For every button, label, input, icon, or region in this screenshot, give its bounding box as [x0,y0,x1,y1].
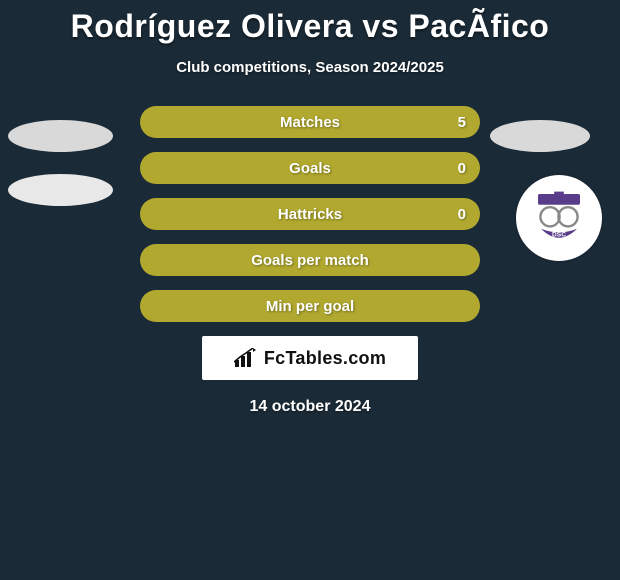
stat-bar-goals-per-match: Goals per match [140,244,480,276]
stat-bar-matches: Matches 5 [140,106,480,138]
right-ellipse [490,120,590,152]
snapshot-date: 14 october 2024 [0,398,620,416]
stat-label: Hattricks [278,206,342,223]
stat-bar-min-per-goal: Min per goal [140,290,480,322]
stat-label: Goals per match [251,252,369,269]
stat-label: Matches [280,114,340,131]
stat-right-value: 0 [458,206,466,223]
stat-bar-hattricks: Hattricks 0 [140,198,480,230]
brand-text: FcTables.com [264,348,386,369]
svg-text:DSC: DSC [552,232,566,239]
stat-label: Min per goal [266,298,354,315]
stat-right-value: 5 [458,114,466,131]
bar-chart-icon [234,348,258,368]
club-crest-icon: DSC [529,188,589,248]
season-subtitle: Club competitions, Season 2024/2025 [0,59,620,76]
left-ellipse-1 [8,120,113,152]
left-ellipse-2 [8,174,113,206]
right-player-marks [490,120,590,152]
brand-box: FcTables.com [202,336,418,380]
left-player-marks [8,120,113,228]
stat-bars: Matches 5 Goals 0 Hattricks 0 Goals per … [140,106,480,322]
club-badge: DSC [516,175,602,261]
stat-label: Goals [289,160,331,177]
stat-right-value: 0 [458,160,466,177]
page-title: Rodríguez Olivera vs PacÃ­fico [0,0,620,45]
stat-bar-goals: Goals 0 [140,152,480,184]
